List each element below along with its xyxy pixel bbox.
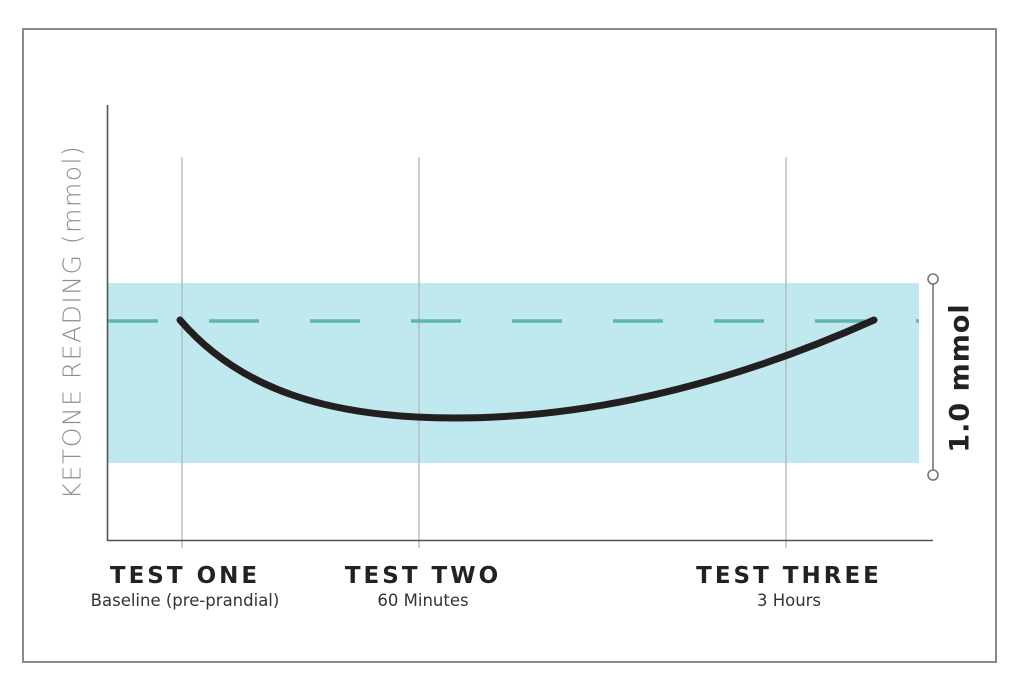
range-bracket-bottom-cap xyxy=(927,469,939,481)
target-range-band xyxy=(108,283,919,463)
tick-subtitle: 60 Minutes xyxy=(377,591,469,610)
tick-title: TEST THREE xyxy=(696,563,882,589)
tick-title: TEST TWO xyxy=(344,563,502,589)
tick-title: TEST ONE xyxy=(109,563,261,589)
x-tick-test-two: TEST TWO 60 Minutes xyxy=(345,563,501,610)
x-tick-test-one: TEST ONE Baseline (pre-prandial) xyxy=(91,563,280,610)
y-axis-label: KETONE READING (mmol) xyxy=(57,144,87,500)
chart-frame xyxy=(22,28,997,663)
tick-subtitle: Baseline (pre-prandial) xyxy=(90,591,280,610)
range-bracket-label: 1.0 mmol xyxy=(944,303,976,453)
tick-subtitle: 3 Hours xyxy=(756,591,822,610)
range-bracket-top-cap xyxy=(927,273,939,285)
ketone-curve xyxy=(176,316,878,422)
x-tick-test-three: TEST THREE 3 Hours xyxy=(696,563,882,610)
